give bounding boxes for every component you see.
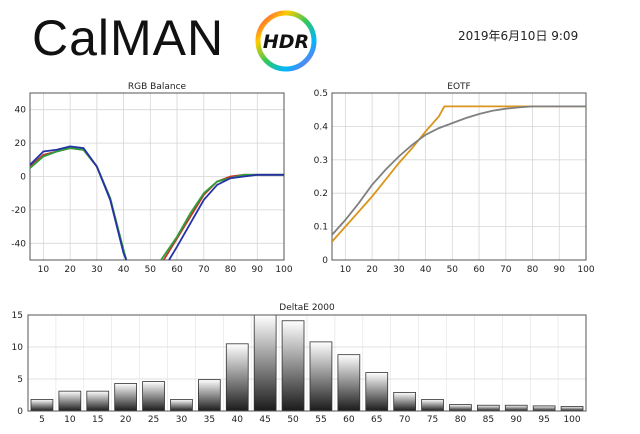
rgb-series-blue-line — [168, 173, 284, 260]
rgb-x-tick-label: 60 — [171, 265, 183, 275]
rgb-series-blue-line — [30, 145, 128, 260]
rgb-series-green-line — [160, 173, 284, 260]
eotf-y-tick-label: 0.3 — [314, 156, 328, 166]
deltae-x-tick-label: 5 — [39, 415, 45, 425]
eotf-x-tick-label: 100 — [577, 265, 594, 275]
eotf-x-tick-label: 10 — [340, 265, 352, 275]
eotf-y-tick-label: 0.1 — [314, 223, 328, 233]
rgb-y-tick-label: 40 — [15, 106, 27, 116]
deltae-bar — [476, 404, 500, 412]
rgb-balance-chart: RGB Balance 10 20 30 40 50 60 70 80 90 100 40 20 0 -20… — [11, 82, 293, 275]
rgb-x-tick-label: 40 — [118, 265, 130, 275]
deltae-x-tick-label: 90 — [511, 415, 523, 425]
eotf-y-tick-label: 0.2 — [314, 189, 328, 199]
deltae-bar — [449, 404, 472, 412]
deltae-x-tick-label: 25 — [148, 415, 159, 425]
deltae-x-tick-label: 95 — [538, 415, 549, 425]
rgb-x-tick-label: 70 — [198, 265, 210, 275]
deltae-x-tick-label: 40 — [232, 415, 244, 425]
rgb-x-tick-label: 30 — [91, 265, 103, 275]
deltae-bar — [197, 379, 221, 412]
deltae-x-tick-label: 80 — [455, 415, 467, 425]
rgb-y-tick-label: 0 — [20, 173, 26, 183]
hdr-badge-text: HDR — [263, 31, 309, 53]
timestamp: 2019年6月10日 9:09 — [458, 29, 579, 43]
deltae-x-tick-label: 100 — [563, 415, 580, 425]
eotf-plot-frame — [331, 92, 587, 261]
deltae-bar — [58, 390, 82, 412]
deltae-bar — [337, 354, 361, 412]
deltae-bar — [560, 406, 584, 412]
eotf-y-tick-label: 0.4 — [314, 122, 329, 132]
calman-logo-text: CalMAN — [32, 10, 225, 66]
rgb-x-tick-label: 50 — [145, 265, 157, 275]
deltae-bar — [225, 343, 249, 412]
deltae-x-tick-label: 85 — [483, 415, 494, 425]
eotf-x-tick-label: 90 — [554, 265, 566, 275]
eotf-title: EOTF — [447, 82, 470, 92]
rgb-plot-frame — [29, 92, 285, 261]
deltae-plot-frame — [27, 314, 587, 412]
deltae-y-tick-label: 15 — [12, 311, 23, 321]
rgb-x-tick-label: 90 — [252, 265, 264, 275]
rgb-x-tick-label: 10 — [38, 265, 50, 275]
deltae-bar — [281, 320, 305, 412]
rgb-y-tick-label: -20 — [11, 206, 26, 216]
deltae-x-tick-label: 45 — [259, 415, 270, 425]
eotf-series-eotf_measured-line — [332, 105, 586, 236]
rgb-title: RGB Balance — [128, 82, 187, 92]
hdr-ring — [255, 10, 317, 72]
rgb-x-tick-label: 80 — [225, 265, 237, 275]
deltae-y-tick-label: 0 — [17, 407, 23, 417]
deltae-x-tick-label: 30 — [176, 415, 188, 425]
deltae-bar — [86, 390, 110, 412]
eotf-series-eotf_target-line — [332, 105, 586, 243]
eotf-x-tick-label: 20 — [366, 265, 378, 275]
eotf-x-tick-label: 40 — [420, 265, 432, 275]
deltae-y-tick-label: 5 — [17, 375, 23, 385]
deltae-bar — [309, 341, 333, 412]
rgb-x-tick-label: 20 — [64, 265, 76, 275]
deltae-bar — [253, 314, 277, 412]
deltae-title: DeltaE 2000 — [279, 303, 335, 313]
hdr-badge: HDR — [255, 10, 317, 72]
deltae-x-tick-label: 55 — [315, 415, 326, 425]
rgb-x-tick-label: 100 — [275, 265, 292, 275]
deltae-bar — [421, 399, 444, 412]
deltae-bar — [365, 372, 389, 412]
deltae-x-tick-label: 10 — [64, 415, 76, 425]
deltae-bar — [170, 399, 193, 412]
deltae-y-tick-label: 10 — [12, 343, 24, 353]
eotf-x-tick-label: 50 — [447, 265, 459, 275]
deltae-x-tick-label: 60 — [343, 415, 355, 425]
deltae-x-tick-label: 20 — [120, 415, 132, 425]
deltae-bar — [142, 381, 165, 412]
deltae-x-tick-label: 75 — [427, 415, 438, 425]
rgb-y-tick-label: 20 — [15, 139, 27, 149]
deltae-bar — [114, 383, 137, 412]
deltae-bar — [393, 392, 417, 412]
deltae-x-tick-label: 65 — [371, 415, 382, 425]
deltae-bar — [30, 399, 54, 412]
deltae-x-tick-label: 70 — [399, 415, 411, 425]
eotf-x-tick-label: 30 — [393, 265, 405, 275]
deltae-x-tick-label: 35 — [204, 415, 215, 425]
deltae-bar — [504, 404, 528, 412]
deltae-bar — [532, 405, 556, 412]
eotf-y-tick-label: 0 — [322, 256, 328, 266]
deltae-x-tick-label: 50 — [287, 415, 299, 425]
eotf-y-tick-label: 0.5 — [314, 89, 328, 99]
eotf-x-tick-label: 70 — [500, 265, 512, 275]
deltae-x-tick-label: 15 — [92, 415, 103, 425]
eotf-x-tick-label: 60 — [473, 265, 485, 275]
eotf-chart: EOTF 10 20 30 40 50 60 70 80 90 100 0.5 0.4 0.3 0.2 0.1… — [314, 82, 595, 275]
rgb-series-red-line — [162, 173, 284, 260]
eotf-x-tick-label: 80 — [527, 265, 539, 275]
rgb-y-tick-label: -40 — [11, 239, 26, 249]
